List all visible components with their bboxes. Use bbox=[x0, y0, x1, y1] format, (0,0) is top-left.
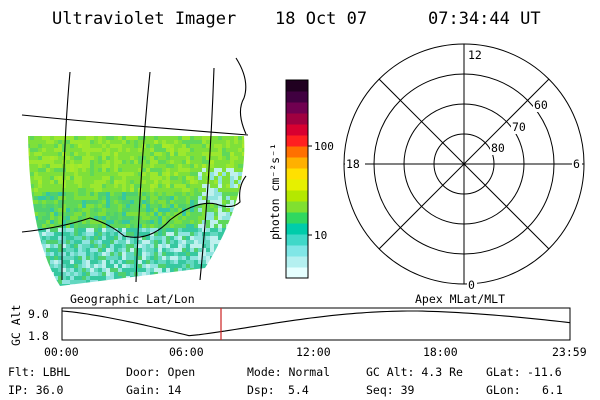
color-scale-segment bbox=[286, 234, 308, 246]
label-bg bbox=[467, 278, 477, 291]
mlt-0-label: 0 bbox=[468, 278, 475, 292]
uv-emission-image bbox=[28, 136, 245, 286]
color-scale-segment bbox=[286, 267, 308, 279]
coastline bbox=[235, 57, 247, 135]
label-bg bbox=[533, 98, 553, 112]
color-scale-tick-10: 10 bbox=[314, 229, 327, 242]
altitude-tick-top: 9.0 bbox=[28, 307, 49, 321]
altitude-plot-frame bbox=[61, 307, 571, 341]
dsp-label: Dsp: bbox=[247, 383, 275, 397]
color-scale-segment bbox=[286, 212, 308, 224]
label-bg bbox=[345, 157, 365, 171]
polar-diagonal bbox=[378, 78, 550, 250]
color-scale-segment bbox=[286, 91, 308, 103]
coastline bbox=[21, 175, 247, 238]
lat-70-label: 70 bbox=[512, 120, 526, 134]
geographic-image-panel: Geographic Lat/Lon bbox=[21, 57, 249, 306]
geographic-caption: Geographic Lat/Lon bbox=[70, 292, 195, 306]
instrument-info-block: Flt: LBHL IP: 36.0 Door: Open Gain: 14 M… bbox=[8, 365, 563, 397]
glon-value: 6.1 bbox=[542, 383, 563, 397]
longitude-line bbox=[199, 67, 215, 281]
mlt-6-label: 6 bbox=[573, 157, 580, 171]
color-scale-tick-100: 100 bbox=[314, 140, 334, 153]
glat-label: GLat: bbox=[486, 365, 521, 379]
color-scale-segment bbox=[286, 80, 308, 92]
apex-caption: Apex MLat/MLT bbox=[415, 292, 505, 306]
longitude-line bbox=[135, 71, 151, 283]
label-bg bbox=[490, 141, 510, 155]
color-scale-segment bbox=[286, 102, 308, 114]
color-scale-segment bbox=[286, 168, 308, 180]
date-label: 18 Oct 07 bbox=[275, 9, 367, 29]
door-info: Door: Open bbox=[126, 365, 195, 379]
mlt-18-label: 18 bbox=[346, 157, 360, 171]
label-bg bbox=[511, 120, 531, 134]
time-tick-0600: 06:00 bbox=[169, 345, 204, 359]
instrument-title: Ultraviolet Imager bbox=[52, 9, 236, 29]
altitude-axis-label: GC Alt bbox=[9, 304, 23, 346]
time-tick-1800: 18:00 bbox=[423, 345, 458, 359]
color-scale-frame bbox=[285, 79, 309, 279]
sequence-info: Seq: 39 bbox=[366, 383, 415, 397]
mode-info: Mode: Normal bbox=[247, 365, 330, 379]
glon-label: GLon: bbox=[486, 383, 521, 397]
altitude-strip-chart: GC Alt 9.0 1.8 00:00 06:00 12:00 18:00 2… bbox=[9, 304, 587, 359]
color-scale-segment bbox=[286, 179, 308, 191]
color-scale-segment bbox=[286, 146, 308, 158]
longitude-line bbox=[61, 71, 71, 281]
magnetic-polar-plot: 12 18 6 0 60 70 80 Apex MLat/MLT bbox=[343, 43, 585, 306]
color-scale-segment bbox=[286, 124, 308, 136]
geographic-grid-lines bbox=[21, 57, 249, 283]
gc-altitude-info: GC Alt: 4.3 Re bbox=[366, 365, 463, 379]
color-scale-segments bbox=[286, 80, 308, 279]
label-bg bbox=[467, 48, 485, 62]
ip-info: IP: 36.0 bbox=[8, 383, 63, 397]
color-scale-segment bbox=[286, 190, 308, 202]
color-scale-segment bbox=[286, 113, 308, 125]
time-label: 07:34:44 UT bbox=[428, 9, 541, 29]
color-scale-segment bbox=[286, 135, 308, 147]
color-scale-bar: 100 10 photon cm⁻²s⁻¹ bbox=[268, 79, 334, 279]
label-bg bbox=[572, 157, 582, 171]
latitude-line bbox=[21, 114, 249, 136]
color-scale-segment bbox=[286, 245, 308, 257]
color-scale-unit-label: photon cm⁻²s⁻¹ bbox=[268, 143, 282, 240]
lat-60-label: 60 bbox=[534, 98, 548, 112]
altitude-curve bbox=[61, 310, 571, 337]
time-tick-1200: 12:00 bbox=[296, 345, 331, 359]
altitude-tick-bottom: 1.8 bbox=[28, 329, 49, 343]
filter-info: Flt: LBHL bbox=[8, 365, 70, 379]
gain-info: Gain: 14 bbox=[126, 383, 181, 397]
color-scale-segment bbox=[286, 223, 308, 235]
glat-value: -11.6 bbox=[527, 365, 562, 379]
mlt-12-label: 12 bbox=[468, 48, 482, 62]
color-scale-segment bbox=[286, 157, 308, 169]
color-scale-segment bbox=[286, 201, 308, 213]
time-tick-0000: 00:00 bbox=[44, 345, 79, 359]
time-tick-2359: 23:59 bbox=[552, 345, 587, 359]
lat-80-label: 80 bbox=[491, 141, 505, 155]
color-scale-segment bbox=[286, 256, 308, 268]
dsp-value: 5.4 bbox=[288, 383, 309, 397]
